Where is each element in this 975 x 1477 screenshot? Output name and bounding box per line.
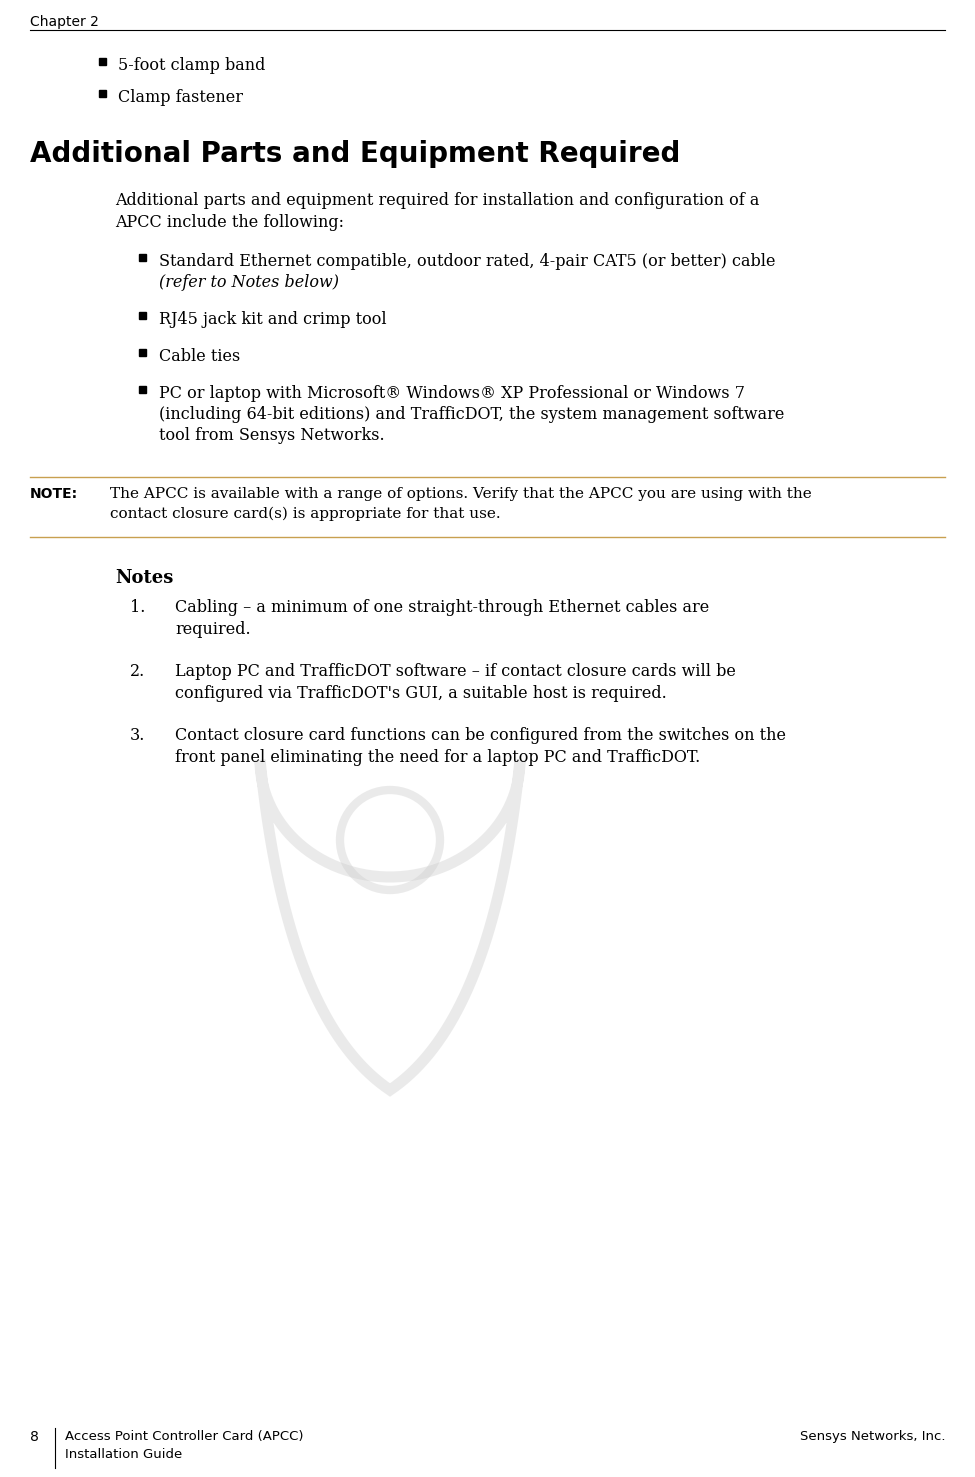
Bar [99,58,106,65]
Text: Access Point Controller Card (APCC): Access Point Controller Card (APCC) [65,1430,303,1443]
Text: The APCC is available with a range of options. Verify that the APCC you are usin: The APCC is available with a range of op… [110,487,812,501]
Text: Installation Guide: Installation Guide [65,1447,182,1461]
Text: (including 64-bit editions) and TrafficDOT, the system management software: (including 64-bit editions) and TrafficD… [159,406,784,422]
Text: Additional parts and equipment required for installation and configuration of a: Additional parts and equipment required … [115,192,760,210]
Text: 2.: 2. [130,663,145,679]
Text: (refer to Notes below): (refer to Notes below) [159,275,339,291]
Bar [139,349,146,356]
Text: NOTE:: NOTE: [30,487,78,501]
Text: configured via TrafficDOT's GUI, a suitable host is required.: configured via TrafficDOT's GUI, a suita… [175,685,667,702]
Text: Cable ties: Cable ties [159,349,240,365]
Text: Sensys Networks, Inc.: Sensys Networks, Inc. [800,1430,945,1443]
Text: 1.: 1. [130,600,145,616]
Text: Standard Ethernet compatible, outdoor rated, 4-pair CAT5 (or better) cable: Standard Ethernet compatible, outdoor ra… [159,253,775,270]
Text: Chapter 2: Chapter 2 [30,15,98,30]
Bar [139,385,146,393]
Text: PC or laptop with Microsoft® Windows® XP Professional or Windows 7: PC or laptop with Microsoft® Windows® XP… [159,385,745,402]
Text: 8: 8 [30,1430,39,1445]
Bar [99,90,106,97]
Text: 5-foot clamp band: 5-foot clamp band [118,58,265,74]
Text: Laptop PC and TrafficDOT software – if contact closure cards will be: Laptop PC and TrafficDOT software – if c… [175,663,736,679]
Bar [139,254,146,261]
Text: RJ45 jack kit and crimp tool: RJ45 jack kit and crimp tool [159,312,387,328]
Text: required.: required. [175,620,251,638]
Text: Contact closure card functions can be configured from the switches on the: Contact closure card functions can be co… [175,727,786,744]
Text: Notes: Notes [115,569,174,586]
Text: APCC include the following:: APCC include the following: [115,214,344,230]
Text: front panel eliminating the need for a laptop PC and TrafficDOT.: front panel eliminating the need for a l… [175,749,700,767]
Text: contact closure card(s) is appropriate for that use.: contact closure card(s) is appropriate f… [110,507,500,521]
Text: tool from Sensys Networks.: tool from Sensys Networks. [159,427,384,445]
Text: 3.: 3. [130,727,145,744]
Text: Additional Parts and Equipment Required: Additional Parts and Equipment Required [30,140,681,168]
Text: Cabling – a minimum of one straight-through Ethernet cables are: Cabling – a minimum of one straight-thro… [175,600,709,616]
Bar [139,312,146,319]
Text: Clamp fastener: Clamp fastener [118,89,243,106]
